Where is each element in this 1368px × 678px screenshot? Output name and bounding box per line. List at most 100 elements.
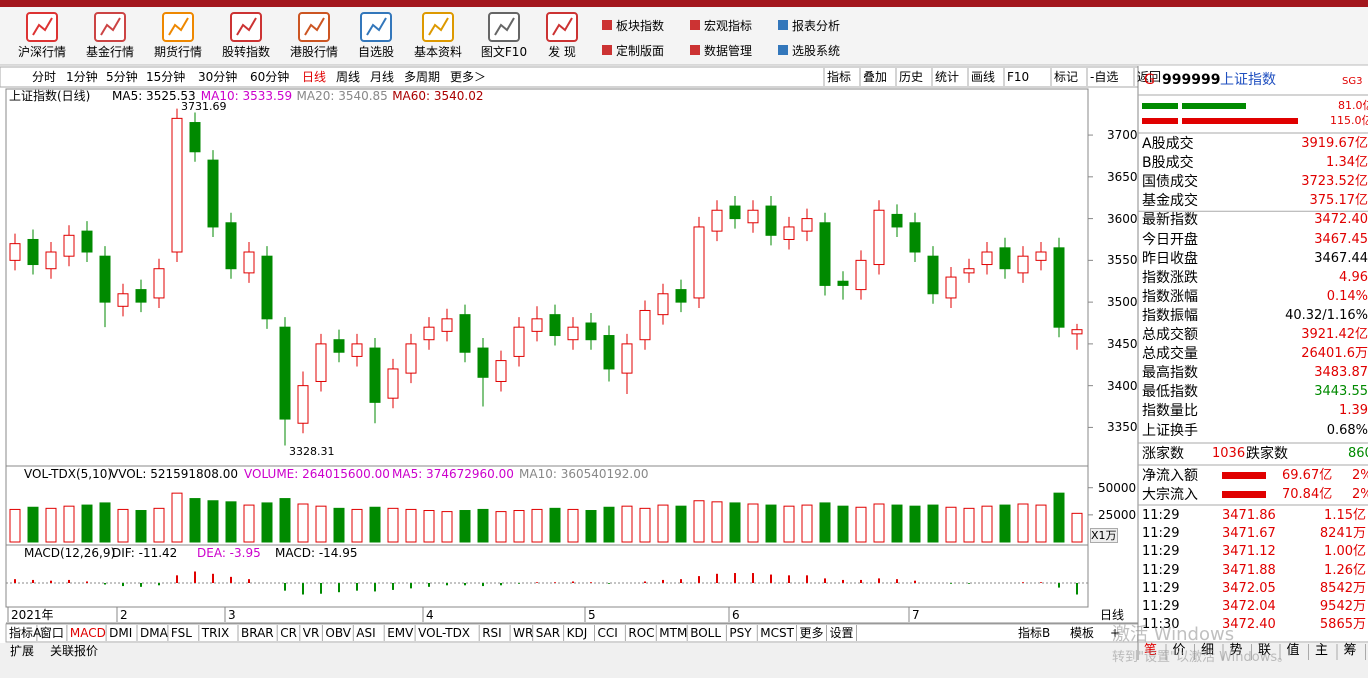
tool-tab[interactable]: 叠加 — [863, 70, 888, 84]
period-label: 日线 — [1100, 608, 1125, 622]
toolbar-menu[interactable]: 报表分析 — [792, 19, 841, 33]
period-tab[interactable]: 日线 — [302, 70, 327, 84]
bottom-link[interactable]: 关联报价 — [50, 644, 99, 658]
tool-tab[interactable]: 指标 — [827, 70, 852, 84]
quote-label: 指数量比 — [1142, 403, 1198, 420]
indicator-tab[interactable]: MTM — [659, 626, 688, 640]
bottom-link[interactable]: 扩展 — [10, 644, 35, 658]
toolbar-button[interactable]: 发 现 — [548, 45, 576, 59]
volume-bar — [1071, 512, 1083, 543]
indicator-tab[interactable]: CCI — [597, 626, 618, 640]
indicator-tab[interactable]: OBV — [325, 626, 351, 640]
indicator-tab[interactable]: BOLL — [690, 626, 722, 640]
candle-body — [747, 209, 759, 224]
indicator-tab[interactable]: CR — [280, 626, 297, 640]
period-tab[interactable]: 月线 — [370, 70, 395, 84]
indicator-tab[interactable]: SAR — [535, 626, 561, 640]
indicator-tab[interactable]: RSI — [482, 626, 502, 640]
volume-bar — [675, 505, 687, 543]
period-tab[interactable]: 周线 — [336, 70, 361, 84]
indicator-tab[interactable]: KDJ — [566, 626, 588, 640]
period-tab[interactable]: 1分钟 — [66, 70, 98, 84]
toolbar-button[interactable]: 沪深行情 — [17, 45, 66, 59]
indicator-tab[interactable]: 设置 — [829, 626, 854, 640]
candle-body — [549, 314, 561, 337]
period-tab[interactable]: 15分钟 — [146, 70, 186, 84]
toolbar-button[interactable]: 期货行情 — [153, 45, 202, 59]
toolbar-menu[interactable]: 选股系统 — [792, 44, 841, 58]
panel-tab[interactable]: 筹 — [1343, 643, 1357, 658]
vol-tick-label: 25000 — [1098, 507, 1137, 522]
tool-tab[interactable]: 历史 — [899, 70, 924, 84]
volume-bar — [981, 505, 993, 543]
candle-body — [1035, 251, 1047, 261]
indicator-tab[interactable]: 更多 — [799, 626, 824, 640]
toolbar-button[interactable]: 基金行情 — [85, 45, 134, 59]
indicator-tab[interactable]: 指标A — [9, 626, 42, 640]
menu-icon — [690, 20, 700, 30]
toolbar-button[interactable]: 股转指数 — [221, 45, 270, 59]
volume-bar — [927, 504, 939, 543]
toolbar-button[interactable]: 自选股 — [357, 45, 394, 59]
period-tab[interactable]: 5分钟 — [106, 70, 138, 84]
menu-icon — [778, 20, 788, 30]
panel-tab[interactable]: 主 — [1315, 643, 1329, 658]
indicator-tab[interactable]: 指标B — [1018, 626, 1051, 640]
toolbar-button[interactable]: 图文F10 — [480, 45, 528, 59]
volume-bar — [603, 506, 615, 543]
period-tab[interactable]: 更多＞ — [450, 70, 487, 84]
macd-legend: DIF: -11.42 — [112, 546, 178, 560]
indicator-tab[interactable]: VR — [302, 626, 320, 640]
tool-tab[interactable]: 统计 — [935, 70, 960, 84]
volume-bar — [405, 508, 417, 543]
tool-tab[interactable]: 画线 — [971, 70, 996, 84]
panel-tab[interactable]: 值 — [1286, 643, 1300, 658]
indicator-tab[interactable]: FSL — [170, 626, 192, 640]
tick-volume: 8241万 — [1319, 526, 1366, 542]
indicator-tab[interactable]: MCST — [760, 626, 794, 640]
indicator-tab[interactable]: DMA — [140, 626, 168, 640]
indicator-tab[interactable]: ASI — [356, 626, 376, 640]
period-tab[interactable]: 分时 — [32, 70, 57, 84]
volume-bar — [1017, 503, 1029, 543]
panel-tab[interactable]: 价 — [1172, 643, 1186, 658]
toolbar-button[interactable]: 港股行情 — [289, 45, 338, 59]
toolbar-menu[interactable]: 数据管理 — [704, 44, 753, 58]
toolbar-menu[interactable]: 板块指数 — [616, 19, 665, 33]
tick-time: 11:29 — [1142, 562, 1180, 578]
volume-bar — [909, 505, 921, 543]
indicator-tab[interactable]: + — [1110, 626, 1121, 640]
indicator-tab[interactable]: VOL-TDX — [418, 626, 471, 640]
panel-tab[interactable]: 联 — [1258, 643, 1272, 658]
indicator-tab[interactable]: PSY — [729, 626, 752, 640]
toolbar-icon-glyph — [494, 17, 515, 36]
tool-tab[interactable]: 返回 — [1137, 70, 1162, 84]
toolbar-menu[interactable]: 宏观指标 — [704, 19, 753, 33]
tool-tab[interactable]: -自选 — [1090, 70, 1119, 84]
panel-tab[interactable]: 势 — [1229, 643, 1243, 658]
indicator-tab[interactable]: ROC — [628, 626, 655, 640]
quote-value: 3472.40 — [1314, 212, 1368, 228]
indicator-tab[interactable]: 窗口 — [39, 626, 64, 640]
tick-volume: 8542万 — [1319, 580, 1366, 596]
indicator-tab[interactable]: TRIX — [201, 626, 230, 640]
panel-tab[interactable]: 细 — [1201, 643, 1215, 658]
period-tab[interactable]: 多周期 — [404, 70, 441, 84]
tool-tab[interactable]: F10 — [1007, 70, 1030, 84]
toolbar-button[interactable]: 基本资料 — [413, 45, 462, 59]
vol-legend: VOLUME: 264015600.00 — [244, 467, 390, 481]
indicator-tab[interactable]: DMI — [109, 626, 133, 640]
volume-bar — [657, 504, 669, 543]
indicator-tab[interactable]: EMV — [387, 626, 414, 640]
panel-tab[interactable]: 笔 — [1144, 643, 1158, 658]
period-tab[interactable]: 60分钟 — [250, 70, 290, 84]
tool-tab[interactable]: 标记 — [1054, 70, 1079, 84]
indicator-tab[interactable]: 模板 — [1070, 626, 1095, 640]
period-tab[interactable]: 30分钟 — [198, 70, 238, 84]
toolbar-menu[interactable]: 定制版面 — [616, 44, 665, 58]
indicator-tab[interactable]: BRAR — [241, 626, 274, 640]
indicator-tab[interactable]: MACD — [69, 626, 106, 640]
outflow-bar — [1142, 118, 1178, 124]
indicator-tab[interactable]: WR — [513, 626, 534, 640]
